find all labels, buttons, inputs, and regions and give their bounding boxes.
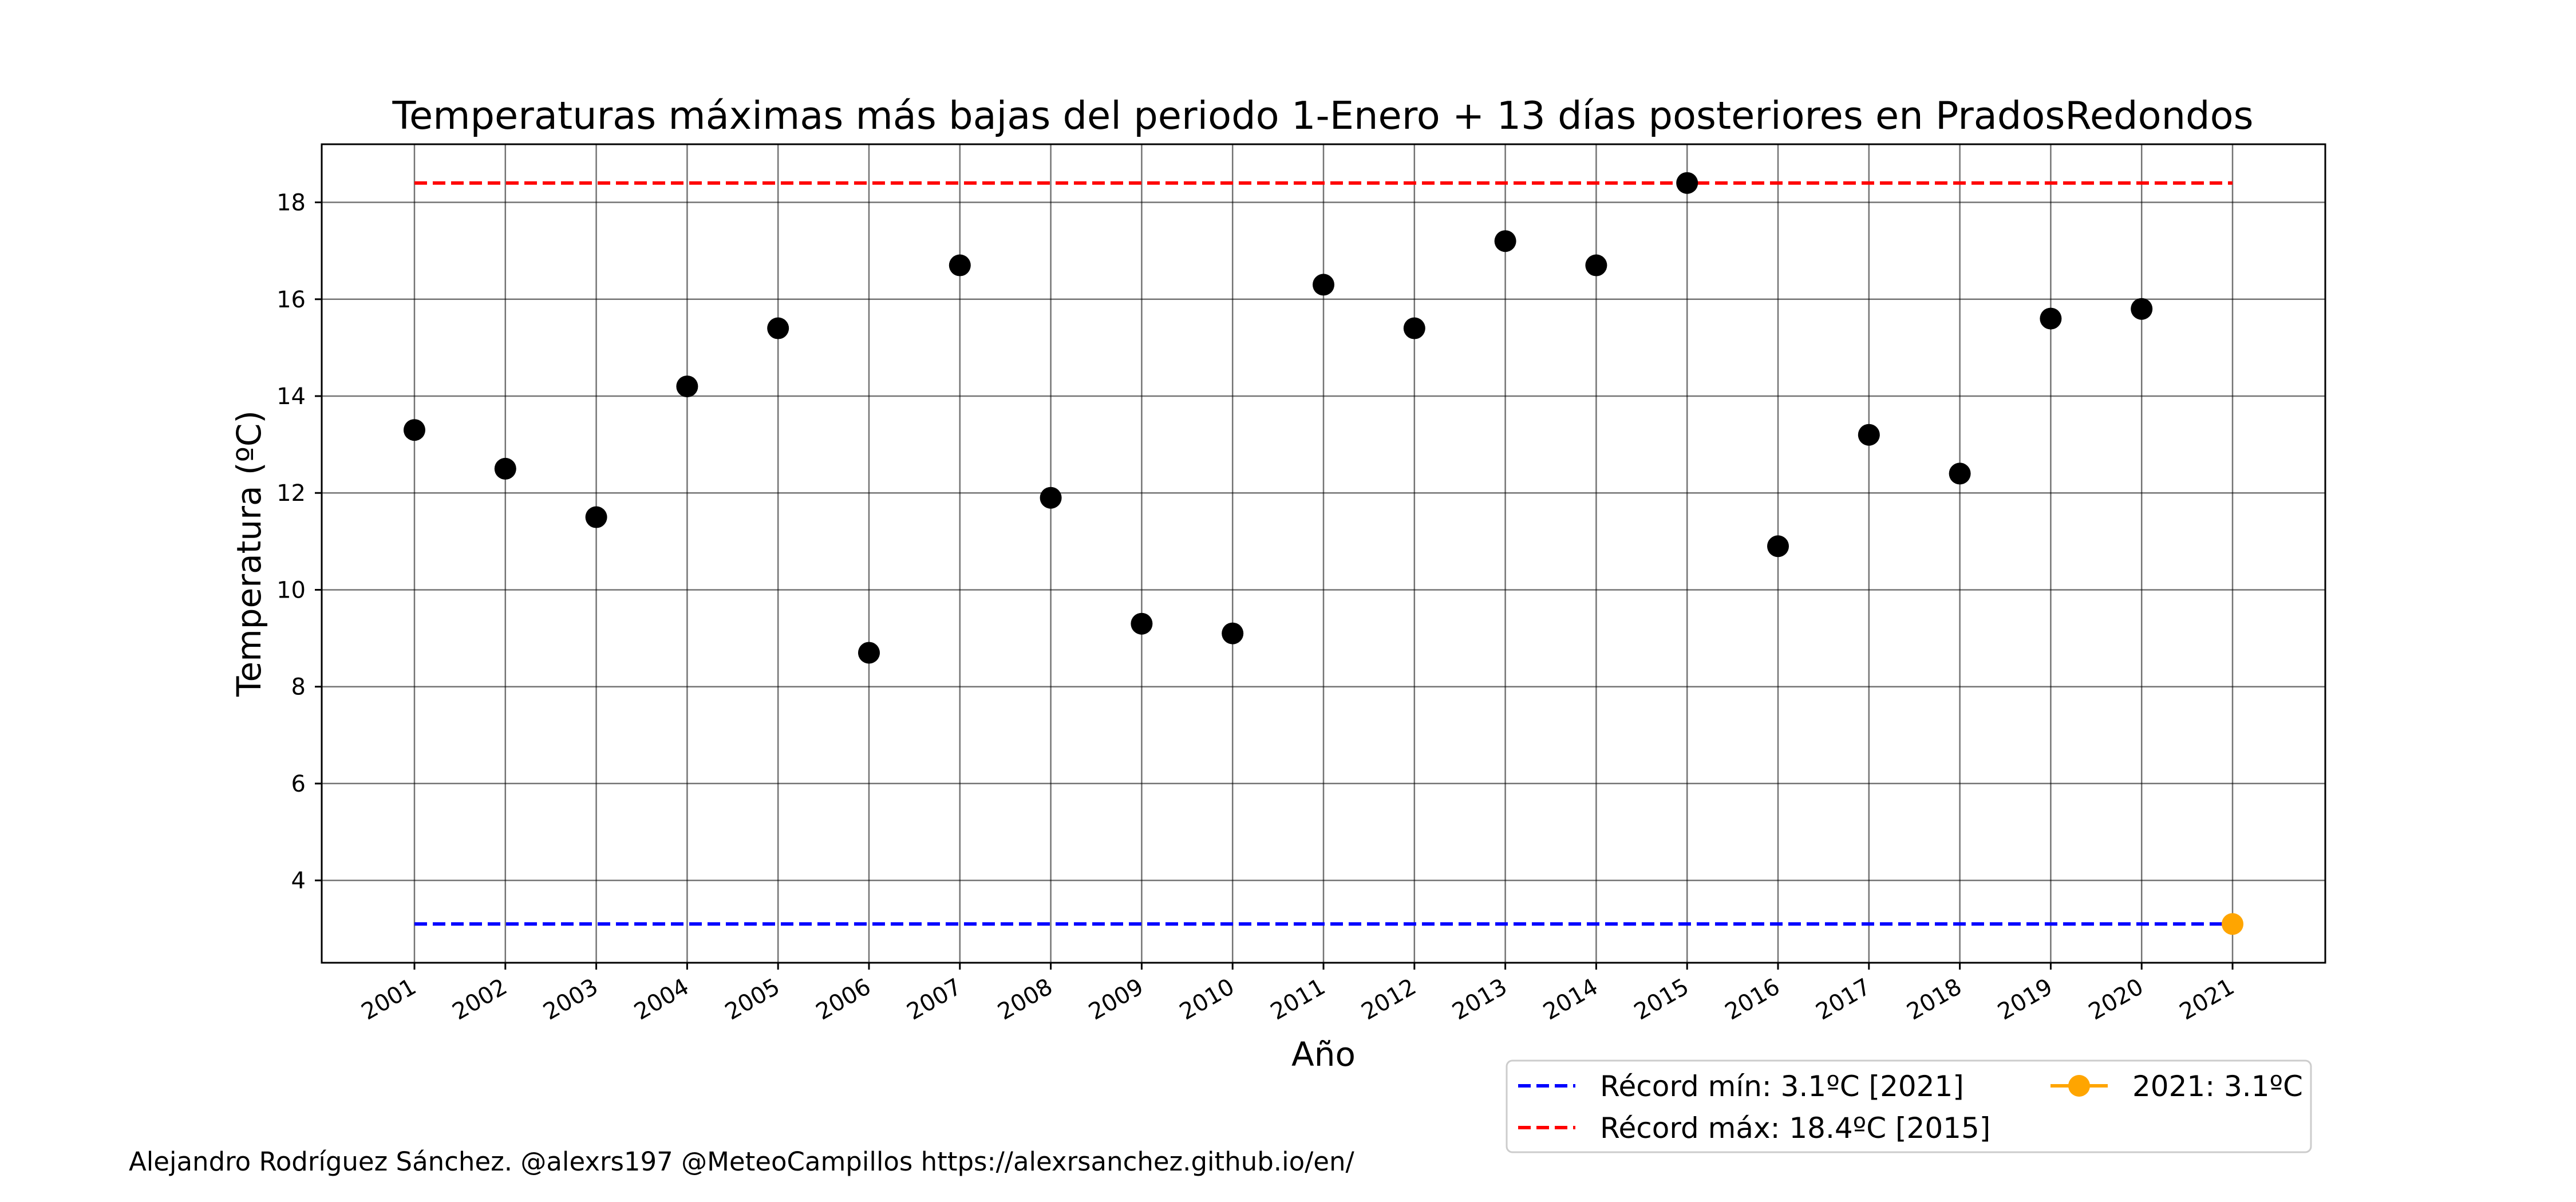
data-point bbox=[2040, 307, 2062, 330]
y-tick-label: 8 bbox=[291, 674, 306, 701]
data-point bbox=[1676, 172, 1698, 194]
legend-label-record-min: Récord mín: 3.1ºC [2021] bbox=[1600, 1070, 1964, 1103]
y-axis-label: Temperatura (ºC) bbox=[230, 410, 268, 697]
data-point bbox=[767, 317, 789, 339]
legend: Récord mín: 3.1ºC [2021] Récord máx: 18.… bbox=[1506, 1059, 2312, 1153]
reference-lines bbox=[414, 181, 2233, 926]
legend-label-2021: 2021: 3.1ºC bbox=[2132, 1070, 2303, 1103]
data-point bbox=[676, 375, 698, 398]
y-tick-label: 10 bbox=[276, 577, 306, 603]
data-point bbox=[403, 419, 425, 441]
data-point bbox=[1494, 230, 1516, 252]
y-tick-label: 4 bbox=[291, 868, 306, 894]
data-point bbox=[1403, 317, 1425, 339]
data-point bbox=[2131, 298, 2153, 320]
data-point bbox=[585, 506, 607, 528]
y-axis-ticks: 4 6 8 10 12 14 16 18 bbox=[276, 190, 322, 894]
data-point bbox=[1040, 487, 1062, 509]
data-point bbox=[1585, 254, 1607, 276]
x-axis-label: Año bbox=[1291, 1035, 1356, 1074]
data-point bbox=[1131, 612, 1153, 635]
footer-credit: Alejandro Rodríguez Sánchez. @alexrs197 … bbox=[129, 1146, 1355, 1177]
data-point bbox=[1222, 622, 1244, 645]
chart-title: Temperaturas máximas más bajas del perio… bbox=[392, 93, 2254, 138]
data-point bbox=[1767, 535, 1789, 557]
y-tick-label: 16 bbox=[276, 287, 306, 313]
data-point bbox=[1858, 424, 1880, 446]
data-point bbox=[494, 457, 516, 480]
legend-box bbox=[1506, 1059, 2312, 1153]
y-tick-label: 14 bbox=[276, 383, 306, 410]
data-points bbox=[403, 172, 2244, 935]
y-tick-label: 6 bbox=[291, 771, 306, 797]
y-tick-label: 12 bbox=[276, 480, 306, 507]
legend-swatch-2021-marker bbox=[2068, 1075, 2090, 1097]
grid-lines bbox=[322, 144, 2325, 963]
legend-label-record-max: Récord máx: 18.4ºC [2015] bbox=[1600, 1112, 1990, 1145]
data-point bbox=[1313, 274, 1334, 296]
data-point bbox=[858, 642, 880, 664]
y-tick-label: 18 bbox=[276, 190, 306, 216]
data-point bbox=[949, 254, 971, 276]
data-point bbox=[1949, 462, 1971, 485]
data-point-2021 bbox=[2222, 913, 2244, 935]
